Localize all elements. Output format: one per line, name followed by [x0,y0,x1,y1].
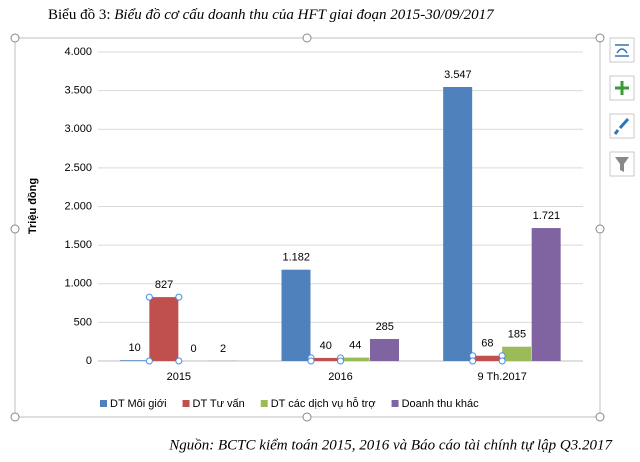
value-label: 1.721 [533,210,561,222]
value-label: 44 [349,340,361,352]
filter-icon [615,157,629,172]
y-axis-label: Triệu đồng [27,178,39,234]
frame-handles [10,33,605,422]
y-tick-label: 2.000 [64,200,92,212]
value-label: 10 [128,342,140,354]
x-tick-label: 2016 [328,371,352,383]
legend-label: DT các dịch vụ hỗ trợ [271,397,376,410]
value-label: 185 [508,329,526,341]
legend-swatch [260,400,268,407]
value-label: 40 [320,340,332,352]
legend-label: Doanh thu khác [402,398,480,410]
y-tick-label: 0 [86,355,92,367]
caption-label: Biểu đồ 3: [48,7,111,23]
value-label: 3.547 [444,69,472,81]
y-tick-label: 3.000 [64,123,92,135]
legend-swatch [100,400,107,407]
y-tick-label: 4.000 [64,46,92,58]
selection-handle [498,357,506,365]
handle[interactable] [10,412,20,422]
legend-label: DT Tư vấn [193,398,245,410]
bar [149,297,179,361]
bar [311,357,340,361]
value-label: 827 [155,279,173,291]
value-label: 2 [220,343,226,355]
selection-handle [175,293,183,301]
bar [443,86,473,361]
handle[interactable] [595,224,605,234]
brush-icon [613,118,630,135]
legend-swatch [182,400,190,407]
selection-handle [469,357,477,365]
source-note: Nguồn: BCTC kiểm toán 2015, 2016 và Báo … [168,437,613,453]
handle[interactable] [302,412,312,422]
bar [502,346,532,361]
value-label: 285 [376,321,394,333]
bar [340,357,370,361]
x-tick-label: 2015 [167,371,191,383]
value-label: 0 [191,343,197,355]
handle[interactable] [10,224,20,234]
caption: Biểu đồ 3: Biểu đồ cơ cấu doanh thu của … [48,7,495,23]
bar [370,338,399,361]
filter-button[interactable] [609,151,635,177]
selection-handle [145,357,153,365]
handle[interactable] [595,412,605,422]
bar [281,269,311,361]
bar [531,228,561,361]
layout-button[interactable] [609,37,635,63]
y-tick-label: 1.000 [64,278,92,290]
y-tick-label: 3.500 [64,85,92,97]
handle[interactable] [10,33,20,43]
side-toolbar [609,37,635,177]
value-label: 1.182 [282,252,310,264]
y-tick-label: 500 [74,316,92,328]
y-tick-label: 1.500 [64,239,92,251]
plus-icon [615,81,629,95]
selection-handle [337,357,344,365]
selection-handle [145,293,153,301]
selection-handle [307,357,315,365]
legend-label: DT Môi giới [110,398,167,410]
bar [472,355,502,361]
bar [119,360,149,361]
caption-title: Biểu đồ cơ cấu doanh thu của HFT giai đo… [114,7,495,23]
layout-icon [615,44,629,57]
value-label: 68 [481,338,493,350]
selection-handle [175,357,183,365]
x-tick-label: 9 Th.2017 [477,371,526,383]
handle[interactable] [595,33,605,43]
legend-swatch [391,400,399,407]
y-tick-label: 2.500 [64,162,92,174]
handle[interactable] [302,33,312,43]
